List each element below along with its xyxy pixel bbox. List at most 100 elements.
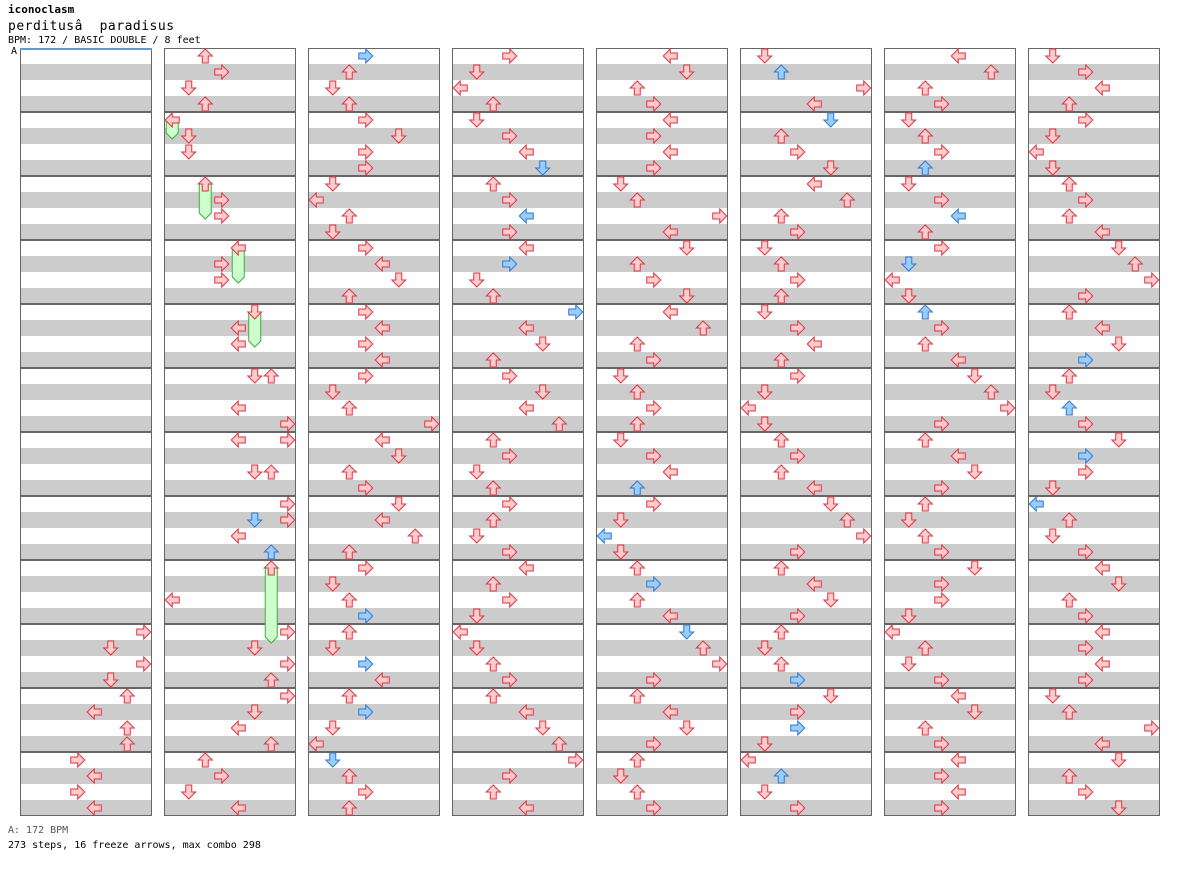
arrow-note-lane-3 bbox=[502, 223, 518, 241]
measure-block bbox=[164, 688, 296, 752]
measure-block bbox=[1028, 688, 1160, 752]
beat-stripe bbox=[596, 320, 728, 336]
beat-stripe bbox=[740, 160, 872, 176]
arrow-note-lane-4 bbox=[518, 319, 534, 337]
beat-stripe bbox=[884, 672, 1016, 688]
arrow-note-lane-3 bbox=[790, 271, 806, 289]
arrow-note-lane-5 bbox=[1110, 752, 1127, 768]
beat-stripe bbox=[308, 784, 440, 800]
beat-stripe bbox=[1028, 384, 1160, 400]
measure-block bbox=[20, 624, 152, 688]
arrow-note-lane-2 bbox=[917, 80, 934, 96]
measure-block bbox=[452, 304, 584, 368]
arrow-note-lane-2 bbox=[1061, 704, 1078, 720]
beat-stripe bbox=[884, 384, 1016, 400]
measure-block bbox=[884, 496, 1016, 560]
arrow-note-lane-2 bbox=[773, 128, 790, 144]
beat-stripe bbox=[596, 304, 728, 320]
beat-stripe bbox=[740, 352, 872, 368]
arrow-note-lane-4 bbox=[518, 703, 534, 721]
beat-stripe bbox=[452, 336, 584, 352]
arrow-note-lane-3 bbox=[934, 671, 950, 689]
chart-info: BPM: 172 / BASIC DOUBLE / 8 feet bbox=[8, 35, 201, 46]
beat-stripe bbox=[20, 656, 152, 672]
beat-stripe bbox=[164, 144, 296, 160]
beat-stripe bbox=[1028, 768, 1160, 784]
arrow-note-lane-2 bbox=[917, 128, 934, 144]
chart-column-8 bbox=[1028, 48, 1160, 816]
measure-border bbox=[20, 688, 152, 752]
blue-arrow-note-lane-3 bbox=[502, 255, 518, 273]
arrow-note-lane-5 bbox=[966, 464, 983, 480]
arrow-note-lane-4 bbox=[230, 319, 246, 337]
measure-block bbox=[884, 176, 1016, 240]
beat-stripe bbox=[452, 640, 584, 656]
measure-block bbox=[452, 48, 584, 112]
measure-border bbox=[596, 688, 728, 752]
beat-stripe bbox=[452, 48, 584, 64]
beat-stripe bbox=[308, 128, 440, 144]
blue-arrow-note-lane-7 bbox=[568, 303, 584, 321]
measure-border bbox=[1028, 624, 1160, 688]
beat-stripe bbox=[884, 240, 1016, 256]
arrow-note-lane-6 bbox=[839, 512, 856, 528]
beat-stripe bbox=[452, 480, 584, 496]
beat-stripe bbox=[596, 384, 728, 400]
beat-stripe bbox=[740, 688, 872, 704]
beat-stripe bbox=[452, 272, 584, 288]
beat-stripe bbox=[596, 512, 728, 528]
beat-stripe bbox=[20, 352, 152, 368]
beat-stripe bbox=[884, 544, 1016, 560]
beat-stripe bbox=[20, 736, 152, 752]
beat-stripe bbox=[596, 96, 728, 112]
blue-arrow-note-lane-3 bbox=[1078, 351, 1094, 369]
beat-stripe bbox=[1028, 528, 1160, 544]
beat-stripe bbox=[164, 240, 296, 256]
arrow-note-lane-7 bbox=[856, 527, 872, 545]
arrow-note-lane-4 bbox=[230, 719, 246, 737]
arrow-note-lane-1 bbox=[1044, 688, 1061, 704]
arrow-note-lane-4 bbox=[950, 751, 966, 769]
arrow-note-lane-2 bbox=[917, 432, 934, 448]
arrow-note-lane-1 bbox=[612, 432, 629, 448]
beat-stripe bbox=[1028, 320, 1160, 336]
arrow-note-lane-6 bbox=[119, 736, 136, 752]
measure-block bbox=[164, 560, 296, 624]
measure-border bbox=[596, 496, 728, 560]
arrow-note-lane-2 bbox=[917, 496, 934, 512]
measure-border bbox=[596, 304, 728, 368]
arrow-note-lane-1 bbox=[468, 464, 485, 480]
measure-block bbox=[740, 368, 872, 432]
arrow-note-lane-7 bbox=[712, 655, 728, 673]
beat-stripe bbox=[308, 416, 440, 432]
beat-stripe bbox=[164, 416, 296, 432]
arrow-note-lane-1 bbox=[756, 48, 773, 64]
beat-stripe bbox=[20, 160, 152, 176]
blue-arrow-note-lane-2 bbox=[917, 160, 934, 176]
beat-stripe bbox=[164, 192, 296, 208]
beat-stripe bbox=[740, 544, 872, 560]
beat-stripe bbox=[884, 48, 1016, 64]
beat-stripe bbox=[452, 800, 584, 816]
measure-border bbox=[1028, 176, 1160, 240]
beat-stripe bbox=[452, 384, 584, 400]
beat-stripe bbox=[596, 592, 728, 608]
beat-stripe bbox=[452, 656, 584, 672]
beat-stripe bbox=[740, 320, 872, 336]
arrow-note-lane-1 bbox=[324, 720, 341, 736]
arrow-note-lane-3 bbox=[358, 111, 374, 129]
measure-block bbox=[164, 624, 296, 688]
arrow-note-lane-7 bbox=[136, 655, 152, 673]
beat-stripe bbox=[884, 752, 1016, 768]
arrow-note-lane-7 bbox=[280, 495, 296, 513]
beat-stripe bbox=[164, 496, 296, 512]
chart-column-2 bbox=[164, 48, 296, 816]
beat-stripe bbox=[308, 736, 440, 752]
beat-stripe bbox=[308, 192, 440, 208]
arrow-note-lane-2 bbox=[341, 64, 358, 80]
measure-border bbox=[308, 368, 440, 432]
arrow-note-lane-2 bbox=[1061, 768, 1078, 784]
beat-stripe bbox=[452, 288, 584, 304]
measure-border bbox=[20, 112, 152, 176]
beat-stripe bbox=[884, 608, 1016, 624]
